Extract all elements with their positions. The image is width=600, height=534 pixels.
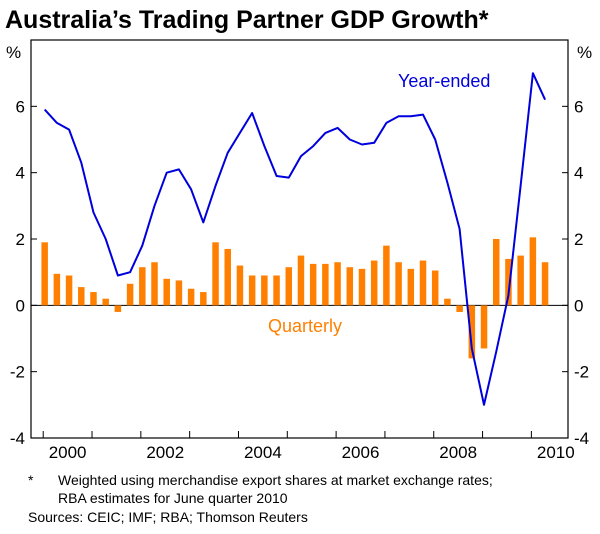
quarterly-bar (431, 270, 439, 306)
y-tick-label-left: 4 (16, 164, 25, 183)
quarterly-bar (517, 255, 524, 306)
quarterly-bar (297, 255, 305, 306)
quarterly-bar (395, 262, 402, 306)
quarterly-bar (126, 283, 134, 306)
quarterly-bar (468, 305, 476, 359)
y-tick-label-right: 4 (574, 164, 583, 183)
year-ended-line-group (43, 72, 547, 406)
plot-frame (30, 39, 569, 439)
y-tick-label-left: 6 (16, 97, 25, 116)
quarterly-bar (224, 248, 231, 306)
quarterly-bar (236, 265, 244, 306)
quarterly-bar (41, 242, 48, 306)
chart-title: Australia’s Trading Partner GDP Growth* (5, 6, 489, 34)
series-label-quarterly: Quarterly (268, 316, 342, 336)
y-tick-label-right: -4 (574, 429, 589, 448)
quarterly-bar (492, 239, 500, 306)
quarterly-bar (456, 305, 463, 312)
quarterly-bar (541, 262, 549, 306)
quarterly-bar (261, 275, 268, 306)
quarterly-bar (151, 262, 158, 306)
series-label-year-ended: Year-ended (398, 71, 490, 91)
quarterly-bar (480, 305, 488, 349)
quarterly-bar (419, 260, 427, 306)
quarterly-bar (65, 275, 73, 306)
quarterly-bar (358, 268, 366, 306)
footnote-line-1: Weighted using merchandise export shares… (58, 472, 493, 488)
y-tick-label-right: -2 (574, 363, 589, 382)
quarterly-bar (444, 298, 451, 306)
x-tick-label: 2004 (244, 443, 282, 462)
y-tick-label-left: 2 (16, 230, 25, 249)
quarterly-bar (505, 258, 512, 306)
quarterly-bar (139, 267, 146, 306)
quarterly-bars (41, 237, 549, 359)
x-tick-label: 2010 (537, 443, 575, 462)
quarterly-bar (90, 292, 97, 306)
quarterly-bar (273, 275, 280, 306)
y-tick-label-right: 2 (574, 230, 583, 249)
quarterly-bar (200, 292, 207, 306)
y-tick-label-left: -2 (10, 363, 25, 382)
quarterly-bar (212, 242, 219, 306)
quarterly-bar (346, 267, 354, 306)
right-axis-unit: % (577, 43, 592, 62)
quarterly-bar (102, 298, 109, 306)
quarterly-bar (175, 280, 183, 306)
quarterly-bar (163, 278, 170, 306)
quarterly-bar (285, 267, 293, 306)
x-tick-label: 2006 (342, 443, 380, 462)
y-tick-label-right: 6 (574, 97, 583, 116)
quarterly-bar (114, 305, 122, 312)
quarterly-bar (248, 275, 256, 306)
x-axis-ticks: 2000 2002 2004 2006 2008 2010 (42, 431, 575, 462)
year-ended-line (43, 72, 547, 406)
y-tick-label-left: -4 (10, 429, 25, 448)
quarterly-bar (187, 288, 195, 306)
quarterly-bar (309, 263, 317, 306)
sources-note: Sources: CEIC; IMF; RBA; Thomson Reuters (28, 509, 308, 525)
quarterly-bar (334, 262, 341, 306)
left-axis-unit: % (6, 43, 21, 62)
x-tick-label: 2000 (49, 443, 87, 462)
quarterly-bar (383, 245, 390, 306)
quarterly-bar (53, 273, 61, 306)
footnote-marker: * (28, 472, 34, 488)
quarterly-bar (529, 237, 537, 306)
y-axis-ticks: -4 -4 -2 -2 0 0 2 2 4 4 6 6 (10, 97, 589, 448)
quarterly-bar (322, 263, 329, 306)
quarterly-bar (78, 287, 85, 306)
x-tick-label: 2002 (146, 443, 184, 462)
x-tick-label: 2008 (439, 443, 477, 462)
quarterly-bar (407, 268, 415, 306)
y-tick-label-left: 0 (16, 296, 25, 315)
y-tick-label-right: 0 (574, 296, 583, 315)
quarterly-bar (370, 260, 378, 306)
footnote-line-2: RBA estimates for June quarter 2010 (58, 490, 288, 506)
